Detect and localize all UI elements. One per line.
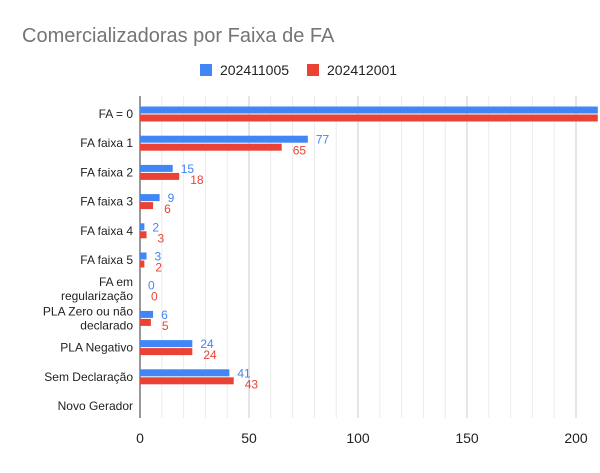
bar-1-4 bbox=[140, 231, 147, 239]
data-label-0-8: 24 bbox=[200, 337, 214, 351]
data-label-0-5: 3 bbox=[155, 250, 162, 264]
data-label-0-4: 2 bbox=[152, 220, 159, 234]
category-label-2: FA faixa 2 bbox=[80, 165, 133, 179]
bar-0-2 bbox=[140, 164, 173, 172]
category-label-1: FA faixa 1 bbox=[80, 136, 133, 150]
data-label-1-8: 24 bbox=[203, 348, 217, 362]
category-label-4: FA faixa 4 bbox=[80, 224, 133, 238]
x-axis-ticks: 0 50 100 150 200 bbox=[136, 430, 588, 446]
data-label-0-1: 77 bbox=[316, 133, 330, 147]
category-label-5: FA faixa 5 bbox=[80, 253, 133, 267]
bar-0-4 bbox=[140, 223, 145, 231]
bar-1-5 bbox=[140, 260, 145, 268]
bar-1-3 bbox=[140, 202, 154, 210]
bar-1-0 bbox=[140, 114, 598, 122]
bar-1-2 bbox=[140, 172, 180, 180]
bar-0-3 bbox=[140, 194, 160, 202]
bar-1-1 bbox=[140, 143, 282, 151]
bar-0-5 bbox=[140, 252, 147, 260]
data-label-1-3: 6 bbox=[164, 202, 171, 216]
category-label-7: PLA Zero ou não declarado bbox=[43, 304, 133, 332]
chart-title: Comercializadoras por Faixa de FA bbox=[22, 25, 335, 47]
data-label-1-6: 0 bbox=[151, 290, 158, 304]
bar-1-7 bbox=[140, 318, 151, 326]
bar-0-0 bbox=[140, 106, 598, 114]
category-labels: FA = 0 FA faixa 1 FA faixa 2 FA faixa 3 FA f… bbox=[43, 107, 133, 413]
legend-swatch-0 bbox=[200, 64, 212, 76]
x-tick-label-4: 200 bbox=[564, 430, 588, 446]
bar-1-9 bbox=[140, 377, 234, 385]
category-label-10: Novo Gerador bbox=[58, 399, 133, 413]
bars bbox=[140, 106, 598, 385]
bar-0-7 bbox=[140, 310, 154, 318]
data-label-1-9: 43 bbox=[245, 377, 259, 391]
category-label-9: Sem Declaração bbox=[44, 370, 133, 384]
category-label-3: FA faixa 3 bbox=[80, 195, 133, 209]
x-tick-label-2: 100 bbox=[346, 430, 370, 446]
bar-0-1 bbox=[140, 135, 308, 143]
legend: 202411005 202412001 bbox=[200, 62, 397, 78]
x-tick-label-1: 50 bbox=[241, 430, 257, 446]
data-label-0-2: 15 bbox=[181, 162, 195, 176]
bar-0-8 bbox=[140, 340, 193, 348]
data-label-0-3: 9 bbox=[168, 191, 175, 205]
bar-1-8 bbox=[140, 348, 193, 356]
x-tick-label-3: 150 bbox=[455, 430, 479, 446]
category-label-6: FA em regularização bbox=[61, 275, 133, 303]
x-tick-label-0: 0 bbox=[136, 430, 144, 446]
legend-swatch-1 bbox=[307, 64, 319, 76]
bar-0-9 bbox=[140, 369, 230, 377]
legend-label-0: 202411005 bbox=[220, 62, 289, 78]
data-label-1-7: 5 bbox=[162, 319, 169, 333]
category-label-0: FA = 0 bbox=[99, 107, 134, 121]
data-label-1-2: 18 bbox=[190, 173, 204, 187]
data-label-1-4: 3 bbox=[158, 231, 165, 245]
data-label-1-1: 65 bbox=[293, 144, 307, 158]
legend-label-1: 202412001 bbox=[327, 62, 397, 78]
data-label-0-6: 0 bbox=[148, 279, 155, 293]
data-label-0-9: 41 bbox=[237, 366, 251, 380]
category-label-8: PLA Negativo bbox=[60, 341, 133, 355]
data-label-0-7: 6 bbox=[161, 308, 168, 322]
data-label-1-5: 2 bbox=[155, 261, 162, 275]
